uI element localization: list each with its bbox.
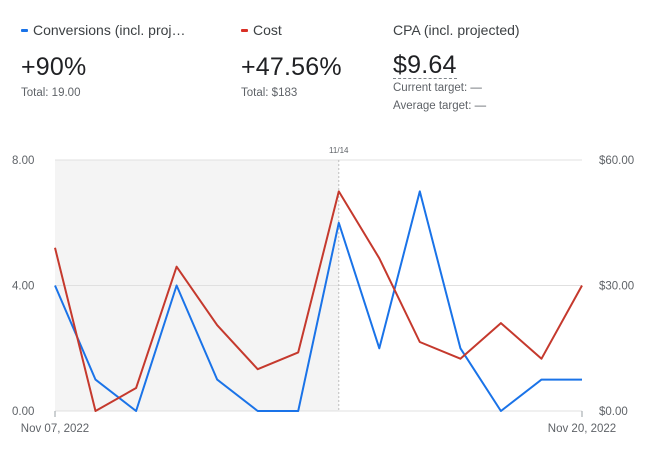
conversions-change-value: +90% bbox=[21, 53, 87, 81]
metric-cost-header: Cost bbox=[241, 22, 342, 38]
cpa-current-target: Current target: — bbox=[393, 82, 482, 94]
x-axis-tick-label: Nov 07, 2022 bbox=[21, 423, 89, 435]
cpa-value-wrap: $9.64 bbox=[393, 51, 520, 80]
metric-cpa-header: CPA (incl. projected) bbox=[393, 22, 520, 38]
right-axis-tick-label: $60.00 bbox=[599, 155, 634, 167]
today-marker-label: 11/14 bbox=[329, 146, 349, 155]
right-axis-tick-label: $0.00 bbox=[599, 406, 628, 418]
left-axis-tick-label: 4.00 bbox=[12, 281, 34, 293]
cost-change-value: +47.56% bbox=[241, 53, 342, 81]
cpa-label: CPA (incl. projected) bbox=[393, 22, 520, 38]
metric-cost[interactable]: Cost +47.56% Total: $183 bbox=[241, 22, 342, 100]
conversions-legend-swatch bbox=[21, 28, 28, 32]
conversions-total: Total: 19.00 bbox=[21, 87, 81, 99]
conversions-label: Conversions (incl. proj… bbox=[33, 22, 186, 38]
cost-legend-swatch bbox=[241, 28, 248, 32]
conversions-series-line bbox=[54, 190, 582, 412]
cost-total: Total: $183 bbox=[241, 87, 298, 99]
cost-label: Cost bbox=[253, 22, 282, 38]
cost-series-line bbox=[54, 190, 583, 412]
right-axis-tick-label: $30.00 bbox=[599, 281, 634, 293]
cpa-value[interactable]: $9.64 bbox=[393, 51, 457, 79]
x-axis-tick-label: Nov 20, 2022 bbox=[548, 423, 616, 435]
metric-conversions-header: Conversions (incl. proj… bbox=[21, 22, 186, 38]
metric-cpa[interactable]: CPA (incl. projected) $9.64 Current targ… bbox=[393, 22, 520, 113]
left-axis-tick-label: 8.00 bbox=[12, 155, 34, 167]
metric-conversions[interactable]: Conversions (incl. proj… +90% Total: 19.… bbox=[21, 22, 186, 100]
cpa-average-target: Average target: — bbox=[393, 100, 487, 112]
left-axis-tick-label: 0.00 bbox=[12, 406, 34, 418]
